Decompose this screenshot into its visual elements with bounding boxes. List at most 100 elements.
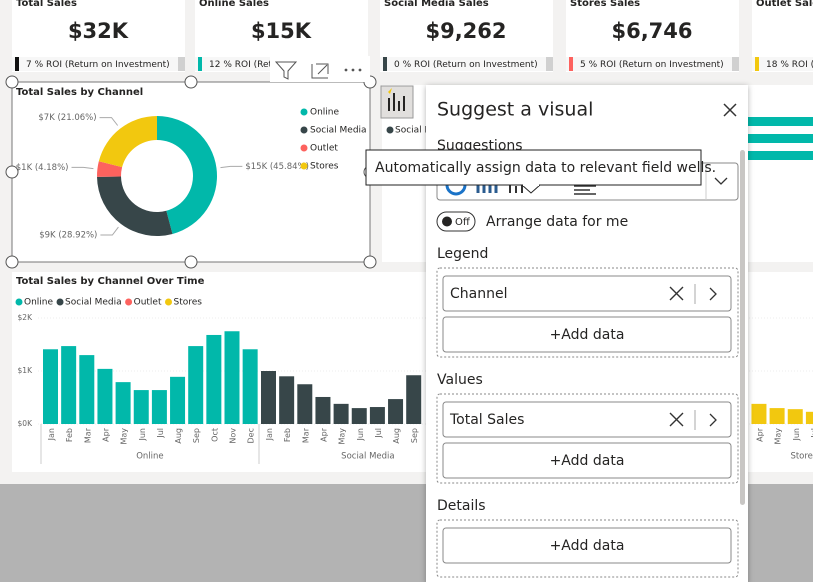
close-button[interactable] <box>723 103 737 117</box>
roi-text: 18 % ROI (Re <box>766 60 813 70</box>
roi-text: 7 % ROI (Return on Investment) <box>26 60 170 70</box>
remove-field[interactable] <box>669 412 684 427</box>
x-tick-label: Nov <box>229 428 238 444</box>
x-tick-label: Jul <box>810 428 813 439</box>
bar <box>115 382 131 424</box>
bar <box>315 396 331 424</box>
card-value: $32K <box>68 19 129 43</box>
add-data-button[interactable] <box>442 442 732 479</box>
more-options[interactable] <box>344 68 362 72</box>
donut-chart: $15K (45.84%) $9K (28.92%) $1K (4.18%) $7K … <box>16 108 367 241</box>
expand-field[interactable] <box>709 413 717 427</box>
dropdown-chevron[interactable] <box>714 177 728 185</box>
well-box <box>436 267 739 358</box>
expand-field[interactable] <box>709 287 717 301</box>
x-tick-label: Aug <box>392 428 401 444</box>
x-tick-label: Apr <box>101 427 110 442</box>
suggest-button[interactable] <box>380 85 414 119</box>
bar-shape <box>748 134 813 143</box>
bar-shape <box>748 117 813 126</box>
x-tick-label: Jun <box>356 428 365 442</box>
roi-text: 0 % ROI (Return on Investment) <box>394 60 538 70</box>
bar <box>261 371 276 424</box>
tooltip-text: Automatically assign data to relevant fi… <box>375 160 716 176</box>
spark-icon <box>388 88 392 94</box>
tooltip <box>365 149 702 186</box>
bar <box>333 403 349 424</box>
card-title: Stores Sales <box>570 0 640 9</box>
bar-option[interactable] <box>574 185 596 195</box>
legend-label: Stores <box>174 298 203 308</box>
bar <box>97 368 113 424</box>
bar <box>369 407 385 424</box>
scrollbar[interactable] <box>740 150 745 505</box>
add-data-label: +Add data <box>550 453 625 469</box>
x-tick-label: Jul <box>374 428 383 439</box>
x-tick-label: Jan <box>47 428 56 441</box>
bar <box>133 390 149 424</box>
x-tick-label: May <box>774 428 783 445</box>
x-tick-label: Oct <box>210 428 219 442</box>
filter-icon[interactable] <box>274 61 298 80</box>
legend-dot <box>15 298 23 306</box>
field-chip[interactable] <box>442 275 732 312</box>
card-value: $15K <box>251 19 312 43</box>
legend-dot <box>300 144 308 152</box>
roi-bar <box>12 57 185 71</box>
field-name: Channel <box>450 286 507 302</box>
field-wells: Legend Channel +Add data Values Total Sales +… <box>436 246 739 578</box>
data-label: $7K (21.06%) <box>38 113 96 123</box>
legend-label: Stores <box>310 162 339 172</box>
leader-line <box>220 165 243 169</box>
bar <box>406 375 422 424</box>
leader-line <box>100 226 119 236</box>
data-label: $15K (45.84%) <box>245 162 309 172</box>
roi-end <box>732 57 739 71</box>
x-tick-label: Aug <box>174 428 183 444</box>
card-title: Social Media Sales <box>384 0 489 9</box>
roi-marker <box>198 57 202 71</box>
suggest-icon <box>388 93 405 111</box>
x-tick-label: Sep <box>192 428 201 443</box>
add-data-button[interactable] <box>442 316 732 353</box>
legend-label: Social Media <box>65 298 122 308</box>
bar <box>297 384 313 424</box>
well-label: Legend <box>437 246 488 262</box>
legend-label: Online <box>310 108 339 118</box>
bar <box>61 346 77 424</box>
bar-chart: Online Social Media Outlet Stores $2K $1K $0K J… <box>15 298 813 464</box>
x-tick-label: Jul <box>156 428 165 439</box>
remove-field[interactable] <box>669 286 684 301</box>
roi-end <box>178 57 185 71</box>
focus-icon[interactable] <box>311 63 329 79</box>
bar <box>170 376 186 424</box>
y-tick-label: $2K <box>18 313 34 322</box>
roi-marker <box>15 57 19 71</box>
bar <box>751 403 767 424</box>
group-label: Online <box>136 452 163 462</box>
bar <box>242 349 258 424</box>
roi-bar <box>566 57 739 71</box>
field-chip[interactable] <box>442 401 732 438</box>
card-title: Online Sales <box>199 0 269 9</box>
well-box <box>436 519 739 578</box>
bar <box>188 346 204 424</box>
y-tick-label: $0K <box>18 419 34 428</box>
bar <box>388 399 404 424</box>
legend-label: Outlet <box>134 298 162 308</box>
donut-visual[interactable] <box>11 81 371 263</box>
x-tick-label: Feb <box>283 428 292 442</box>
donut-slice <box>97 176 173 236</box>
add-data-button[interactable] <box>442 527 732 564</box>
x-tick-label: Jan <box>265 428 274 441</box>
toggle-knob <box>442 216 452 227</box>
x-tick-label: Apr <box>755 427 764 442</box>
x-tick-label: May <box>120 428 129 445</box>
x-tick-label: Jun <box>792 428 801 442</box>
add-data-label: +Add data <box>550 327 625 343</box>
roi-marker <box>569 57 573 71</box>
card-value: $9,262 <box>425 19 506 43</box>
roi-marker <box>383 57 387 71</box>
column-option[interactable] <box>476 180 498 193</box>
